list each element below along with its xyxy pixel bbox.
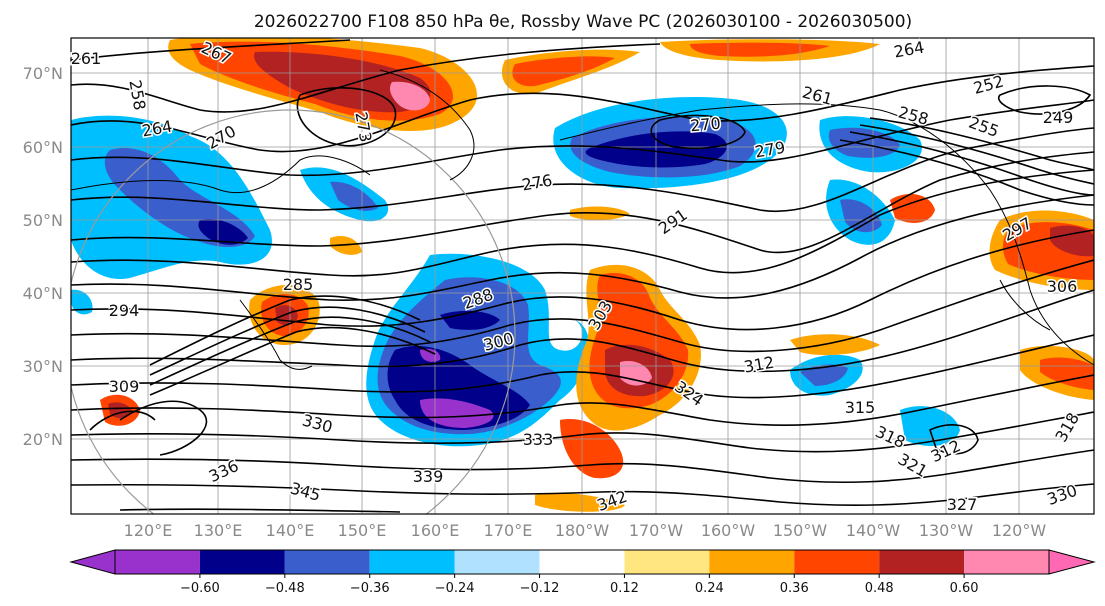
colorbar-bin <box>284 550 370 574</box>
colorbar-tick-label: −0.60 <box>180 581 220 596</box>
colorbar-tick-label: 0.60 <box>950 581 979 596</box>
latitude-labels: 70°N 60°N 50°N 40°N 30°N 20°N <box>23 64 63 449</box>
colorbar-bin <box>115 550 200 574</box>
contour-label: 258 <box>125 78 149 111</box>
longitude-labels: 120°E 130°E 140°E 150°E 160°E 170°E 180°W 170°W… <box>124 521 1047 540</box>
contour-label: 261 <box>71 49 102 68</box>
colorbar-tick-label: −0.24 <box>435 581 475 596</box>
colorbar-tick-label: 0.48 <box>865 581 894 596</box>
longitude-label: 150°E <box>338 521 387 540</box>
colorbar-tick-label: 0.36 <box>780 581 809 596</box>
longitude-label: 160°W <box>701 521 756 540</box>
theta-e-contours <box>71 39 1094 513</box>
colorbar: −0.60 −0.48 −0.36 −0.24 −0.12 0.12 0.24 0.36 0.4… <box>69 549 1096 596</box>
reference-circle <box>71 109 516 514</box>
longitude-label: 160°E <box>411 521 460 540</box>
colorbar-bin <box>794 550 880 574</box>
colorbar-tick-label: −0.48 <box>265 581 305 596</box>
colorbar-extend-low <box>69 549 116 575</box>
longitude-label: 130°E <box>194 521 243 540</box>
longitude-label: 170°W <box>629 521 684 540</box>
plot-frame <box>70 37 1095 515</box>
colorbar-tick-label: 0.24 <box>695 581 724 596</box>
colorbar-bin <box>369 550 455 574</box>
colorbar-bin <box>709 550 795 574</box>
colorbar-frame <box>114 549 1050 575</box>
colorbar-tick-label: 0.12 <box>610 581 639 596</box>
colorbar-bin <box>879 550 965 574</box>
negative-anomaly-subtropical-wave <box>366 253 590 447</box>
longitude-label: 170°E <box>484 521 533 540</box>
latitude-label: 30°N <box>23 357 63 376</box>
contour-label: 279 <box>753 138 786 162</box>
colorbar-extend-high <box>1048 549 1096 575</box>
colorbar-bin <box>539 550 625 574</box>
contour-label: 285 <box>283 275 314 294</box>
latitude-label: 60°N <box>23 138 63 157</box>
longitude-label: 140°W <box>846 521 901 540</box>
map-plot <box>71 38 1094 514</box>
longitude-label: 120°E <box>124 521 173 540</box>
map-title: 2026022700 F108 850 hPa θe, Rossby Wave … <box>254 12 912 32</box>
colorbar-bin <box>624 550 710 574</box>
contour-label: 315 <box>845 398 876 417</box>
contour-label: 333 <box>523 430 554 449</box>
contour-label: 306 <box>1047 277 1078 296</box>
positive-anomaly-okhotsk <box>168 38 477 131</box>
longitude-label: 120°W <box>992 521 1047 540</box>
longitude-label: 180°W <box>555 521 610 540</box>
contour-label: 339 <box>413 467 444 486</box>
coastlines <box>71 69 1094 370</box>
longitude-label: 140°E <box>266 521 315 540</box>
latitude-label: 70°N <box>23 64 63 83</box>
longitude-label: 150°W <box>773 521 828 540</box>
contour-label: 270 <box>689 114 721 136</box>
colorbar-bin <box>454 550 540 574</box>
colorbar-tick-label: −0.12 <box>520 581 560 596</box>
latitude-label: 40°N <box>23 284 63 303</box>
negative-anomaly-northeast-pacific <box>790 116 960 446</box>
latitude-label: 50°N <box>23 211 63 230</box>
latitude-label: 20°N <box>23 430 63 449</box>
colorbar-tick-label: −0.36 <box>350 581 390 596</box>
positive-anomaly-north-160w <box>501 39 880 94</box>
contour-label: 294 <box>109 301 140 320</box>
contour-label: 309 <box>109 377 140 396</box>
colorbar-bin <box>199 550 285 574</box>
longitude-label: 130°W <box>919 521 974 540</box>
contour-label: 249 <box>1043 108 1074 127</box>
contour-label: 327 <box>947 495 978 514</box>
colorbar-bin <box>964 550 1049 574</box>
